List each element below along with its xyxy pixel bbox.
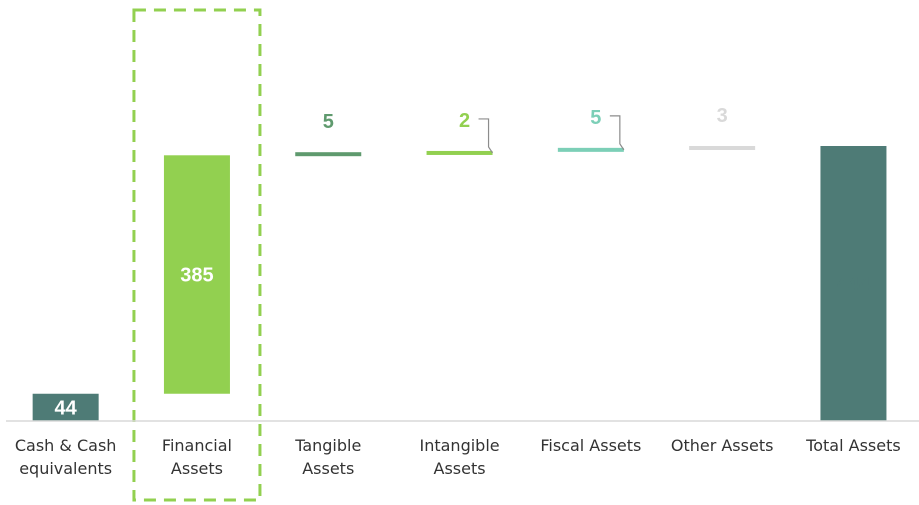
category-label-financial-assets-line1: Financial	[162, 436, 232, 455]
category-label-fiscal-assets: Fiscal Assets	[540, 436, 641, 455]
category-label-tangible-assets-line1: Tangible	[294, 436, 361, 455]
category-label-other-assets: Other Assets	[671, 436, 774, 455]
value-label-intangible-assets: 2	[459, 110, 470, 132]
bar-tangible-assets	[295, 152, 362, 157]
value-label-financial-assets: 385	[180, 265, 213, 287]
category-label-total-assets: Total Assets	[805, 436, 901, 455]
category-labels-layer: Cash & Cash equivalents Financial Assets Tan…	[15, 436, 901, 478]
category-label-tangible-assets-line2: Assets	[302, 459, 354, 478]
bars-layer	[32, 146, 887, 421]
category-label-financial-assets-line2: Assets	[171, 459, 223, 478]
bar-financial-assets	[163, 155, 230, 394]
highlight-layer	[132, 8, 262, 502]
labels-layer: 44 385 5 2 5 3 444	[55, 105, 871, 419]
bar-cash-and-cash-equivalents	[32, 393, 99, 421]
category-label-cash-and-cash-equivalents-line2: equivalents	[19, 459, 112, 478]
category-label-cash-and-cash-equivalents-line1: Cash & Cash	[15, 436, 117, 455]
highlight-box	[132, 8, 262, 502]
category-label-intangible-assets-line1: Intangible	[419, 436, 499, 455]
value-label-fiscal-assets: 5	[590, 107, 601, 129]
bar-fiscal-assets	[557, 147, 624, 152]
callout-line-intangible-assets	[478, 118, 494, 154]
callouts-layer	[478, 115, 625, 154]
value-label-other-assets: 3	[717, 105, 728, 127]
value-label-cash-and-cash-equivalents: 44	[55, 397, 78, 419]
bar-other-assets	[689, 146, 756, 150]
value-label-total-assets: 444	[837, 274, 871, 296]
callout-line-fiscal-assets	[609, 115, 625, 151]
bar-total-assets	[820, 146, 887, 421]
category-label-intangible-assets-line2: Assets	[434, 459, 486, 478]
value-label-tangible-assets: 5	[323, 111, 334, 133]
bar-intangible-assets	[426, 150, 493, 155]
